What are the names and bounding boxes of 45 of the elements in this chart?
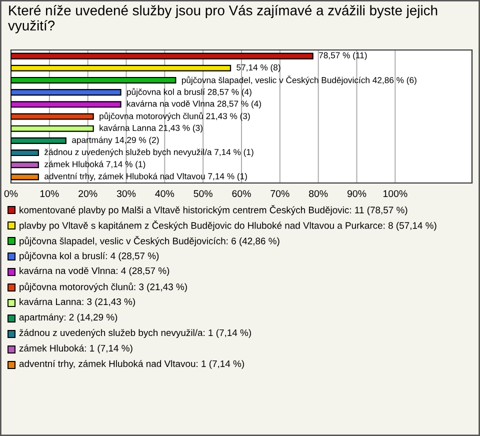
text: adventní trhy, zámek Hluboká nad Vltavou: 1 (7,14 %) [19,360,244,369]
text: apartmány: 2 (14,29 %) [19,314,118,322]
data-label: adventní trhy, zámek Hluboká nad Vltavou 7,14 % (1) [44,172,247,182]
text: kavárna na vodě Vlnna: 4 (28,57 %) [20,266,170,276]
x-tick-label: 10% [40,190,59,198]
text: žádnou z uvedených služeb bych nevyužil/a: 1 (7,14 %) [19,329,251,338]
x-tick-label: 100% [383,190,408,198]
text: půjčovna kol a bruslí: 4 (28,57 %) [20,252,159,262]
data-label: zámek Hluboká 7,14 % (1) [44,160,146,169]
x-tick-label: 70% [270,190,290,198]
bar [11,89,122,96]
x-tick-label: 20% [78,190,98,198]
text: zámek Hluboká: 1 (7,14 %) [19,344,132,354]
data-label: kavárna na vodě Vlnna 28,57 % (4) [127,100,261,108]
x-tick-label: 30% [116,190,136,198]
x-tick-label: 0% [4,190,18,198]
data-label: 57,14 % (8) [236,64,280,72]
x-tick-label: 80% [309,190,328,198]
bar [11,162,39,168]
text: plavby po Vltavě s kapitánem z Českých Budějovic do Hluboké nad Vltavou a Purkarce: 8 (57,14 %) [20,220,436,231]
data-label: žádnou z uvedených služeb bych nevyužil/a 7,14 % (1) [44,148,254,157]
text: kavárna Lanna: 3 (21,43 %) [20,298,135,307]
text: půjčovna šlapadel, veslic v Českých Budějovicích: 6 (42,86 %) [20,236,280,246]
bar [11,149,39,156]
data-label: půjčovna šlapadel, veslic v Českých Budějovicích 42,86 % (6) [182,76,416,85]
x-tick-label: 50% [194,190,212,198]
bar [11,76,176,84]
bar [11,137,66,144]
text: komentované plavby po Malši a Vltavě historickým centrem Českých Budějovic: 11 (78,57 %) [20,205,408,216]
bar [11,64,232,72]
text: půjčovna motorových člunů: 3 (21,43 %) [20,282,187,292]
data-label: apartmány 14,29 % (2) [72,136,159,145]
x-tick-label: 90% [347,190,366,198]
x-tick-label: 40% [155,190,174,198]
bar [11,174,39,180]
data-label: kavárna Lanna 21,43 % (3) [100,124,202,133]
x-tick-label: 60% [232,190,251,198]
bar [11,101,122,108]
bar [11,125,94,132]
chart-title: Které níže uvedené služby jsou pro Vás zajímavé a zvážili byste jejich využití? [8,5,438,34]
bar [11,113,94,120]
data-label: půjčovna kol a bruslí 28,57 % (4) [127,88,252,97]
bar [11,52,314,60]
data-label: půjčovna motorových člunů 21,43 % (3) [100,112,250,121]
data-label: 78,57 % (11) [319,52,367,60]
